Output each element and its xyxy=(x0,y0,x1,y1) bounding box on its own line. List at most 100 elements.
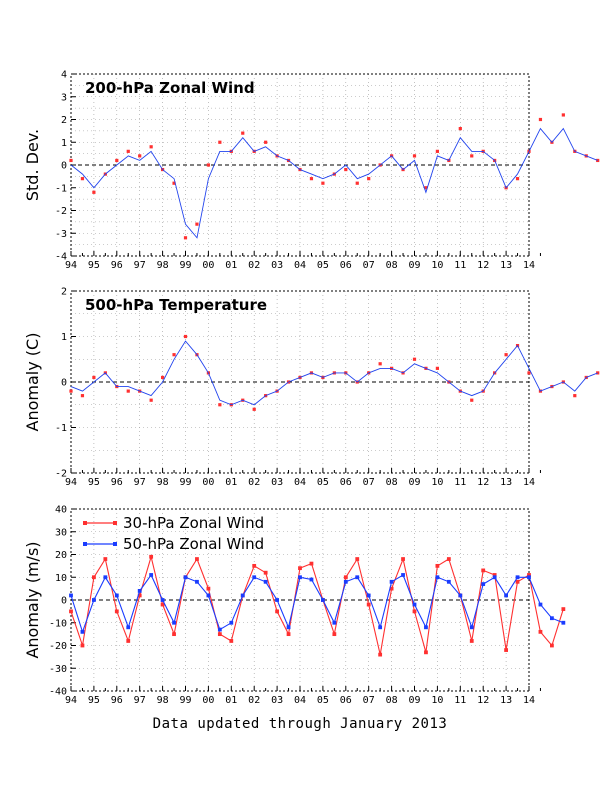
data-point xyxy=(527,371,531,375)
grid-lines xyxy=(71,291,529,473)
data-point xyxy=(469,625,474,630)
data-point xyxy=(446,579,451,584)
y-tick-label: -40 xyxy=(49,687,67,698)
x-tick-label: 08 xyxy=(386,260,398,271)
data-point xyxy=(366,593,371,598)
data-point xyxy=(596,158,600,163)
y-tick-label: 4 xyxy=(61,70,67,81)
x-tick-label: 94 xyxy=(65,477,77,488)
x-tick-label: 98 xyxy=(157,477,169,488)
data-point xyxy=(527,575,531,580)
data-point xyxy=(92,190,96,194)
y-tick-label: 2 xyxy=(61,115,67,126)
x-tick-label: 99 xyxy=(179,260,191,271)
series-blue-line xyxy=(70,127,598,239)
data-point xyxy=(515,177,520,181)
x-tick-label: 03 xyxy=(271,695,283,706)
data-point xyxy=(206,163,210,167)
data-point xyxy=(332,620,337,625)
data-point xyxy=(172,181,176,185)
x-tick-label: 06 xyxy=(340,260,352,271)
y-tick-label: -20 xyxy=(49,641,67,652)
series-30-hpa-zonal-wind xyxy=(69,554,566,657)
data-point xyxy=(264,140,268,144)
data-point xyxy=(149,554,154,559)
grid-lines xyxy=(71,74,529,256)
plot-frame xyxy=(70,73,530,257)
x-tick-label: 06 xyxy=(340,477,352,488)
data-point xyxy=(275,609,279,614)
x-tick-label: 14 xyxy=(523,695,535,706)
y-tick-label: -2 xyxy=(55,469,67,480)
panel-title: 200-hPa Zonal Wind xyxy=(85,79,255,97)
x-tick-label: 11 xyxy=(454,477,466,488)
series-line xyxy=(70,573,564,634)
x-tick-label: 13 xyxy=(500,477,512,488)
legend-swatch-point xyxy=(113,542,117,546)
data-point xyxy=(538,602,543,607)
data-point xyxy=(469,639,474,643)
y-tick-label: 3 xyxy=(61,92,67,103)
x-tick-label: 97 xyxy=(134,695,146,706)
data-point xyxy=(550,616,554,621)
x-tick-label: 99 xyxy=(179,695,191,706)
data-point xyxy=(172,620,176,625)
x-tick-label: 10 xyxy=(431,695,443,706)
x-tick-label: 97 xyxy=(134,477,146,488)
data-point xyxy=(263,579,268,584)
data-point xyxy=(149,398,153,402)
data-point xyxy=(183,236,188,240)
series-50-hpa-zonal-wind xyxy=(69,573,566,634)
x-tick-label: 08 xyxy=(386,695,398,706)
plot-frame xyxy=(70,290,530,474)
data-point xyxy=(538,629,543,634)
data-point xyxy=(115,158,119,163)
panel-500hpa-temperature: 94 95 96 97 98 99 00 01 02 03 04 05 06 07 08 09 10 11 12 13… xyxy=(23,287,600,488)
y-axis: -4 -3 -2 -1 0 1 2 3 4 xyxy=(55,70,76,263)
x-tick-label: 10 xyxy=(431,260,443,271)
data-point xyxy=(412,609,417,614)
x-tick-label: 09 xyxy=(408,260,420,271)
data-point xyxy=(401,573,405,577)
data-point xyxy=(149,573,154,577)
x-tick-label: 01 xyxy=(225,477,237,488)
x-tick-label: 14 xyxy=(523,260,535,271)
data-point xyxy=(309,177,314,181)
data-point xyxy=(401,557,405,561)
data-point xyxy=(160,602,165,607)
x-tick-label: 04 xyxy=(294,695,306,706)
x-tick-label: 09 xyxy=(408,477,420,488)
data-point xyxy=(241,131,245,135)
data-point xyxy=(229,639,234,643)
data-point xyxy=(424,625,428,630)
data-point xyxy=(103,557,108,561)
data-point xyxy=(378,652,383,657)
data-point xyxy=(504,353,508,357)
data-point xyxy=(206,586,211,591)
data-point xyxy=(217,627,222,632)
x-tick-label: 10 xyxy=(431,477,443,488)
data-point xyxy=(218,403,222,407)
data-point xyxy=(435,563,440,568)
y-tick-label: 2 xyxy=(61,287,67,298)
data-point xyxy=(504,593,508,598)
y-axis: -2 -1 0 1 2 xyxy=(55,287,76,480)
y-tick-label: -10 xyxy=(49,618,67,629)
data-point xyxy=(69,609,73,614)
footer-text: Data updated through January 2013 xyxy=(153,716,448,732)
x-tick-label: 00 xyxy=(202,695,214,706)
x-tick-label: 95 xyxy=(88,695,100,706)
data-point xyxy=(355,181,359,185)
data-point xyxy=(80,177,85,181)
x-tick-label: 01 xyxy=(225,260,237,271)
y-axis-label: Anomaly (C) xyxy=(23,333,42,432)
y-axis-label: Anomaly (m/s) xyxy=(23,541,42,658)
x-tick-label: 13 xyxy=(500,695,512,706)
x-tick-label: 00 xyxy=(202,477,214,488)
data-point xyxy=(470,154,474,158)
legend-label: 30-hPa Zonal Wind xyxy=(123,514,264,532)
data-point xyxy=(366,602,371,607)
x-tick-label: 07 xyxy=(363,477,375,488)
x-tick-label: 13 xyxy=(500,260,512,271)
y-tick-label: -30 xyxy=(49,664,67,675)
